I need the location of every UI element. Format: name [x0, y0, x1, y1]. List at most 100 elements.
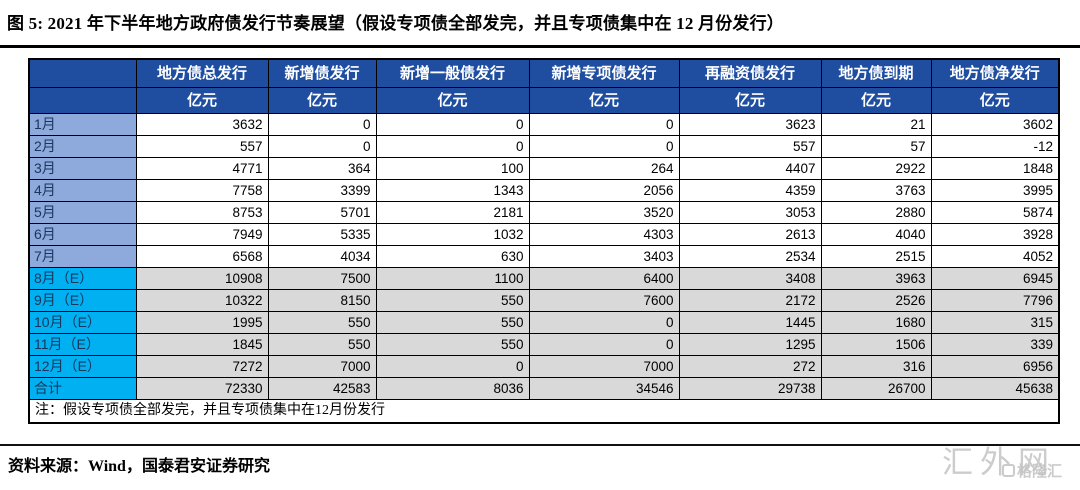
table-cell: 10908 — [135, 267, 269, 290]
table-cell: 4407 — [678, 157, 822, 180]
header-row: 地方债总发行 新增债发行 新增一般债发行 新增专项债发行 再融资债发行 地方债到期 地方债净… — [28, 58, 1060, 88]
table-cell: 1343 — [375, 179, 530, 202]
table-cell: 0 — [528, 113, 680, 136]
unit-header: 亿元 — [820, 87, 932, 114]
table-cell: 3763 — [820, 179, 932, 202]
row-label: 6月 — [28, 223, 137, 246]
table-cell: 1506 — [820, 333, 932, 356]
table-cell: 550 — [375, 311, 530, 334]
table-row: 6月 7949 5335 1032 4303 2613 4040 3928 — [28, 223, 1060, 246]
table-cell: 4034 — [267, 245, 377, 268]
table-row: 3月 4771 364 100 264 4407 2922 1848 — [28, 157, 1060, 180]
table-cell: 6956 — [930, 355, 1060, 378]
figure-title: 图 5: 2021 年下半年地方政府债发行节奏展望（假设专项债全部发完，并且专项… — [7, 14, 785, 33]
row-label: 12月（E） — [28, 355, 137, 378]
table-cell: 630 — [375, 245, 530, 268]
unit-header: 亿元 — [375, 87, 530, 114]
table-cell: 0 — [267, 135, 377, 158]
table-cell: 4303 — [528, 223, 680, 246]
table-cell: -12 — [930, 135, 1060, 158]
table-row: 5月 8753 5701 2181 3520 3053 2880 5874 — [28, 201, 1060, 224]
table-cell: 1845 — [135, 333, 269, 356]
table-cell: 3408 — [678, 267, 822, 290]
table-cell: 100 — [375, 157, 530, 180]
unit-row: 亿元 亿元 亿元 亿元 亿元 亿元 亿元 — [28, 87, 1060, 114]
note-row: 注：假设专项债全部发完，并且专项债集中在12月份发行 — [28, 399, 1060, 424]
table-cell: 0 — [267, 113, 377, 136]
table-cell: 6400 — [528, 267, 680, 290]
table-cell: 0 — [528, 333, 680, 356]
watermark-large: 汇外网 — [942, 445, 1056, 480]
table-cell: 3963 — [820, 267, 932, 290]
table-cell: 0 — [375, 135, 530, 158]
table-cell: 5335 — [267, 223, 377, 246]
table-cell: 264 — [528, 157, 680, 180]
table-cell: 315 — [930, 311, 1060, 334]
table-cell: 2613 — [678, 223, 822, 246]
row-label: 2月 — [28, 135, 137, 158]
table-cell: 0 — [528, 311, 680, 334]
column-header: 新增专项债发行 — [528, 58, 680, 88]
unit-header: 亿元 — [678, 87, 822, 114]
row-label: 5月 — [28, 201, 137, 224]
table-cell: 1680 — [820, 311, 932, 334]
table-row: 10月（E） 1995 550 550 0 1445 1680 315 — [28, 311, 1060, 334]
table-cell: 7600 — [528, 289, 680, 312]
table-cell: 2056 — [528, 179, 680, 202]
table-cell: 34546 — [528, 377, 680, 400]
table-cell: 4359 — [678, 179, 822, 202]
table-cell: 272 — [678, 355, 822, 378]
table-cell: 1100 — [375, 267, 530, 290]
table-cell: 1295 — [678, 333, 822, 356]
table-cell: 2172 — [678, 289, 822, 312]
table-row: 12月（E） 7272 7000 0 7000 272 316 6956 — [28, 355, 1060, 378]
table-row: 4月 7758 3399 1343 2056 4359 3763 3995 — [28, 179, 1060, 202]
table-cell: 4771 — [135, 157, 269, 180]
table-cell: 2534 — [678, 245, 822, 268]
table-cell: 1848 — [930, 157, 1060, 180]
table-cell: 7796 — [930, 289, 1060, 312]
table-cell: 6945 — [930, 267, 1060, 290]
table-cell: 45638 — [930, 377, 1060, 400]
table-cell: 7758 — [135, 179, 269, 202]
table-cell: 557 — [678, 135, 822, 158]
column-header: 再融资债发行 — [678, 58, 822, 88]
table-cell: 29738 — [678, 377, 822, 400]
table-cell: 72330 — [135, 377, 269, 400]
column-header: 地方债到期 — [820, 58, 932, 88]
table-cell: 316 — [820, 355, 932, 378]
column-header: 地方债总发行 — [135, 58, 269, 88]
table-row: 9月（E） 10322 8150 550 7600 2172 2526 7796 — [28, 289, 1060, 312]
table-cell: 3399 — [267, 179, 377, 202]
title-divider — [0, 45, 1080, 48]
table-cell: 550 — [375, 289, 530, 312]
table-cell: 1995 — [135, 311, 269, 334]
table-cell: 7949 — [135, 223, 269, 246]
table-footer: 注：假设专项债全部发完，并且专项债集中在12月份发行 — [28, 399, 1060, 424]
column-header: 新增一般债发行 — [375, 58, 530, 88]
bond-issuance-table: 地方债总发行 新增债发行 新增一般债发行 新增专项债发行 再融资债发行 地方债到期 地方债净… — [28, 58, 1060, 424]
table-cell: 557 — [135, 135, 269, 158]
table-cell: 8150 — [267, 289, 377, 312]
corner-cell — [28, 58, 137, 88]
row-label: 11月（E） — [28, 333, 137, 356]
table-row: 11月（E） 1845 550 550 0 1295 1506 339 — [28, 333, 1060, 356]
table-cell: 2880 — [820, 201, 932, 224]
table-row: 1月 3632 0 0 0 3623 21 3602 — [28, 113, 1060, 136]
table-cell: 26700 — [820, 377, 932, 400]
table-cell: 3520 — [528, 201, 680, 224]
table-cell: 3403 — [528, 245, 680, 268]
table-cell: 5701 — [267, 201, 377, 224]
table-cell: 2515 — [820, 245, 932, 268]
row-label: 8月（E） — [28, 267, 137, 290]
unit-header: 亿元 — [135, 87, 269, 114]
unit-header: 亿元 — [528, 87, 680, 114]
table-row: 2月 557 0 0 0 557 57 -12 — [28, 135, 1060, 158]
table-cell: 2922 — [820, 157, 932, 180]
table-cell: 1445 — [678, 311, 822, 334]
table-cell: 3623 — [678, 113, 822, 136]
column-header: 地方债净发行 — [930, 58, 1060, 88]
table-cell: 7500 — [267, 267, 377, 290]
source-divider — [0, 444, 1080, 446]
table-header: 地方债总发行 新增债发行 新增一般债发行 新增专项债发行 再融资债发行 地方债到期 地方债净… — [28, 58, 1060, 114]
